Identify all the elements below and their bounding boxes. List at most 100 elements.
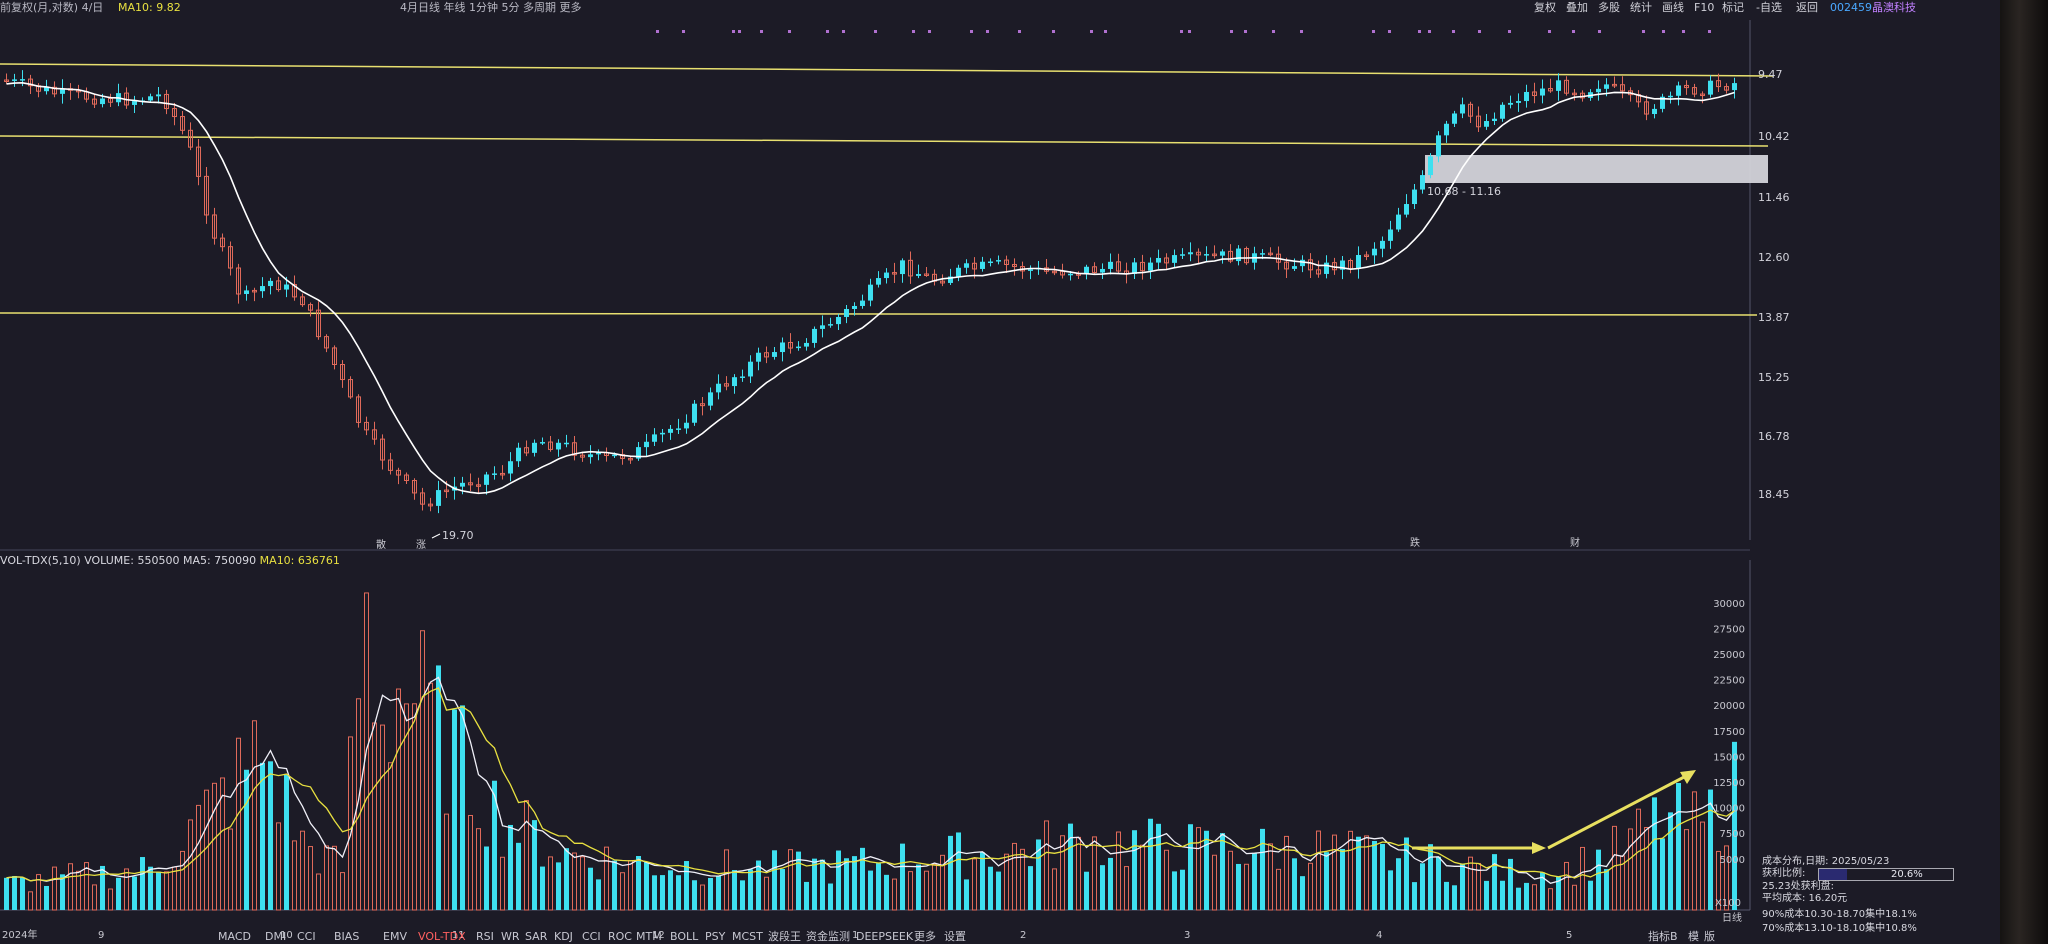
candle-body <box>92 98 97 105</box>
event-marker-die[interactable]: 跌 <box>1410 536 1420 549</box>
candle-body <box>132 101 137 105</box>
volume-bar <box>332 845 337 911</box>
event-marker-san[interactable]: 散 <box>376 538 386 551</box>
multi-stock-button[interactable]: 多股 <box>1598 1 1620 14</box>
volume-bar <box>964 879 969 910</box>
volume-bar <box>116 877 121 910</box>
volume-bar <box>1508 858 1513 910</box>
tab-boduanwang[interactable]: 波段王 <box>768 930 801 943</box>
volume-bar <box>236 737 241 911</box>
candle-body <box>1340 260 1345 270</box>
volume-bar <box>52 866 57 911</box>
resistance-line-top[interactable] <box>0 63 1774 77</box>
candle-body <box>100 98 105 105</box>
tab-deepseek[interactable]: DEEPSEEK <box>856 930 914 943</box>
candle-body <box>444 489 449 493</box>
stats-button[interactable]: 统计 <box>1630 1 1652 14</box>
volume-bar <box>892 878 897 911</box>
candle-body <box>164 93 169 110</box>
candle-body <box>540 442 545 444</box>
ma10-readout: MA10: 9.82 <box>118 1 181 14</box>
candle-body <box>580 454 585 458</box>
event-dot <box>760 30 763 33</box>
volume-bar <box>924 870 929 911</box>
candle-body <box>980 261 985 269</box>
vol-indicator-name[interactable]: VOL-TDX(5,10) <box>0 554 81 567</box>
template-button[interactable]: 模 <box>1688 930 1699 943</box>
period-label[interactable]: 日线 <box>1722 911 1742 924</box>
tab-mtm[interactable]: MTM <box>636 930 662 943</box>
watchlist-button[interactable]: -自选 <box>1756 1 1782 14</box>
candle-body <box>4 79 9 82</box>
event-marker-zhang[interactable]: 涨 <box>416 539 426 551</box>
candle-body <box>260 286 265 292</box>
event-dot <box>1052 30 1055 33</box>
low-pointer <box>431 533 441 539</box>
vol-ma10-value: MA10: 636761 <box>259 554 340 567</box>
candle-body <box>844 308 849 317</box>
candle-body <box>828 324 833 326</box>
volume-bar <box>1468 856 1473 911</box>
tab-sar[interactable]: SAR <box>525 930 548 943</box>
candle-body <box>1396 214 1401 230</box>
price-zone-box[interactable] <box>1425 155 1768 183</box>
volume-bar <box>972 858 977 911</box>
candle-body <box>148 96 153 101</box>
tab-mcst[interactable]: MCST <box>732 930 763 943</box>
back-button[interactable]: 返回 <box>1796 1 1818 14</box>
candle-body <box>700 403 705 407</box>
tab-roc[interactable]: ROC <box>608 930 632 943</box>
volume-bar <box>988 866 993 910</box>
event-marker-cai[interactable]: 财 <box>1570 536 1580 549</box>
annotation-arrow-rising[interactable] <box>1547 774 1687 850</box>
overlay-button[interactable]: 叠加 <box>1566 1 1588 14</box>
tab-emv[interactable]: EMV <box>383 930 407 943</box>
tab-cci-2[interactable]: CCI <box>582 930 601 943</box>
tab-settings[interactable]: 设置 <box>944 930 966 943</box>
f10-button[interactable]: F10 <box>1694 1 1715 14</box>
volume-bar <box>1380 843 1385 910</box>
event-dot <box>1104 30 1107 33</box>
candle-body <box>1700 93 1705 97</box>
tab-dmi[interactable]: DMI <box>265 930 287 943</box>
candle-body <box>1724 86 1729 91</box>
candle-body <box>1388 229 1393 241</box>
candle-body <box>276 280 281 291</box>
event-dot <box>1230 30 1233 33</box>
tab-vol-tdx[interactable]: VOL-TDX <box>418 930 466 943</box>
tab-cci-1[interactable]: CCI <box>297 930 316 943</box>
period-selector[interactable]: 4月日线 年线 1分钟 5分 多周期 更多 <box>400 1 582 14</box>
volume-bar <box>404 703 409 911</box>
tab-kdj[interactable]: KDJ <box>554 930 573 943</box>
tab-macd[interactable]: MACD <box>218 930 251 943</box>
layout-button[interactable]: 版 <box>1704 930 1715 943</box>
volume-bar <box>460 705 465 910</box>
time-tick-label: 11 <box>452 930 465 941</box>
candle-body <box>564 442 569 445</box>
candle-body <box>636 447 641 459</box>
mark-button[interactable]: 标记 <box>1722 1 1744 14</box>
candle-body <box>740 376 745 378</box>
volume-bar <box>1588 880 1593 910</box>
candle-body <box>1004 259 1009 265</box>
candle-body <box>612 454 617 457</box>
indicator-b-button[interactable]: 指标B <box>1648 930 1678 943</box>
volume-bar <box>1332 834 1337 911</box>
candle-body <box>788 341 793 349</box>
kline-chart[interactable]: 10.68 - 11.16 19.70 散 涨 跌 财 9.47 10.42 11.… <box>0 0 2000 944</box>
tab-bias[interactable]: BIAS <box>334 930 360 943</box>
tab-rsi[interactable]: RSI <box>476 930 494 943</box>
volume-bar <box>308 846 313 911</box>
price-tick-label: 16.78 <box>1758 430 1790 443</box>
volume-bar <box>156 871 161 910</box>
fuquan-button[interactable]: 复权 <box>1534 1 1556 14</box>
tab-boll[interactable]: BOLL <box>670 930 699 943</box>
tab-psy[interactable]: PSY <box>705 930 726 943</box>
tab-wr[interactable]: WR <box>501 930 520 943</box>
draw-line-button[interactable]: 画线 <box>1662 1 1684 14</box>
resistance-line-mid[interactable] <box>0 135 1769 147</box>
tab-more[interactable]: 更多 <box>914 930 936 943</box>
candle-body <box>956 267 961 277</box>
volume-header: VOL-TDX(5,10) VOLUME: 550500 MA5: 750090… <box>0 554 340 568</box>
tab-fund-monitor[interactable]: 资金监测 <box>806 930 850 943</box>
